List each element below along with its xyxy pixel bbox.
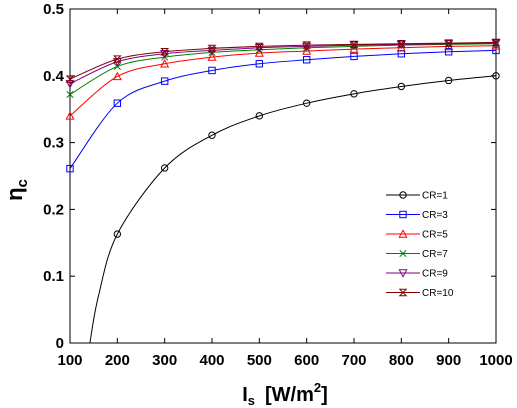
- x-axis-title: Is [W/m2]: [242, 380, 328, 408]
- hourglass-marker: [302, 41, 312, 49]
- square-marker: [255, 60, 264, 68]
- circle-marker: [399, 191, 407, 199]
- y-axis-title-main: η: [2, 187, 27, 200]
- bowtie-marker: [399, 249, 407, 258]
- x-tick-label: 800: [389, 352, 414, 369]
- square-marker: [208, 66, 216, 75]
- hourglass-marker: [207, 44, 217, 53]
- circle-marker: [397, 82, 406, 91]
- x-tick-label: 1000: [479, 352, 512, 369]
- circle-marker: [492, 72, 500, 80]
- circle-marker: [160, 164, 169, 172]
- hourglass-marker: [398, 288, 408, 297]
- y-tick-label: 0.2: [43, 201, 64, 218]
- legend-label: CR=10: [422, 288, 454, 299]
- series-line: [69, 42, 497, 85]
- hourglass-marker: [65, 75, 75, 83]
- hourglass-marker: [112, 55, 122, 63]
- bowtie-marker: [66, 90, 74, 99]
- x-axis-title-unit-end: ]: [321, 384, 328, 406]
- triangle-down-marker: [396, 40, 406, 50]
- triangle-down-marker: [398, 269, 408, 278]
- series-cr-5: [65, 40, 501, 120]
- legend-label: CR=3: [422, 210, 448, 221]
- legend: CR=1 CR=3 CR=5 CR=7 CR=9 CR=10: [383, 186, 491, 302]
- legend-label: CR=1: [422, 191, 448, 202]
- y-tick-label: 0: [56, 335, 64, 352]
- triangle-up-marker: [112, 71, 122, 81]
- triangle-up-marker: [207, 52, 217, 61]
- y-tick-label: 0.1: [43, 268, 64, 285]
- triangle-up-marker: [254, 48, 264, 57]
- legend-label: CR=7: [422, 249, 448, 260]
- circle-marker: [302, 99, 311, 107]
- series-cr-3: [66, 46, 500, 173]
- tick-marks: [69, 8, 497, 344]
- plot-frame: [69, 8, 497, 344]
- square-marker: [160, 77, 169, 85]
- legend-label: CR=9: [422, 269, 448, 280]
- hourglass-marker: [160, 48, 170, 56]
- hourglass-marker: [349, 40, 359, 49]
- y-tick-label: 0.3: [43, 135, 64, 152]
- triangle-up-marker: [160, 59, 170, 68]
- y-tick-label: 0.4: [43, 68, 65, 85]
- x-axis-title-main: I: [242, 384, 248, 406]
- x-tick-label: 300: [152, 352, 177, 369]
- x-tick-labels: 100 200 300 400 500 600 700 800 900 1000: [57, 352, 512, 369]
- y-tick-labels: 0 0.1 0.2 0.3 0.4 0.5: [43, 1, 65, 352]
- hourglass-marker: [396, 40, 406, 48]
- x-tick-label: 400: [199, 352, 224, 369]
- square-marker: [399, 210, 407, 219]
- y-tick-label: 0.5: [43, 1, 64, 18]
- circle-marker: [208, 131, 216, 139]
- legend-box: [383, 186, 491, 302]
- bowtie-marker: [208, 48, 216, 56]
- square-marker: [113, 99, 122, 107]
- x-tick-label: 900: [436, 352, 461, 369]
- series-line: [69, 45, 497, 117]
- triangle-down-marker: [491, 39, 501, 48]
- triangle-up-marker: [65, 111, 75, 120]
- series-line: [69, 49, 497, 169]
- square-marker: [66, 164, 74, 173]
- triangle-up-marker: [398, 229, 408, 238]
- x-axis-title-unit-sup: 2: [314, 380, 321, 395]
- series-cr-7: [66, 40, 500, 99]
- triangle-down-marker: [65, 80, 75, 89]
- y-axis-title-sub: c: [14, 179, 31, 187]
- x-axis-title-unit: [W/m: [265, 384, 314, 406]
- y-axis-title: ηc: [2, 179, 31, 201]
- series-layer: [65, 38, 501, 344]
- x-tick-label: 700: [341, 352, 366, 369]
- x-tick-label: 500: [247, 352, 272, 369]
- series-cr-1: [89, 72, 500, 344]
- square-marker: [444, 48, 453, 56]
- circle-marker: [444, 76, 453, 85]
- series-line: [69, 41, 497, 80]
- x-tick-label: 600: [294, 352, 319, 369]
- triangle-down-marker: [444, 40, 454, 49]
- hourglass-marker: [254, 42, 264, 51]
- series-cr-10: [65, 38, 501, 83]
- hourglass-marker: [444, 39, 454, 47]
- x-tick-label: 100: [57, 352, 82, 369]
- circle-marker: [113, 230, 122, 238]
- triangle-down-marker: [349, 41, 359, 50]
- circle-marker: [255, 112, 264, 120]
- circle-marker: [350, 90, 358, 98]
- square-marker: [302, 56, 311, 64]
- x-axis-title-sub: s: [248, 393, 255, 408]
- square-marker: [350, 52, 358, 61]
- x-tick-label: 200: [105, 352, 130, 369]
- hourglass-marker: [491, 38, 501, 47]
- triangle-up-marker: [302, 46, 312, 55]
- series-line: [69, 43, 497, 95]
- legend-label: CR=5: [422, 230, 448, 241]
